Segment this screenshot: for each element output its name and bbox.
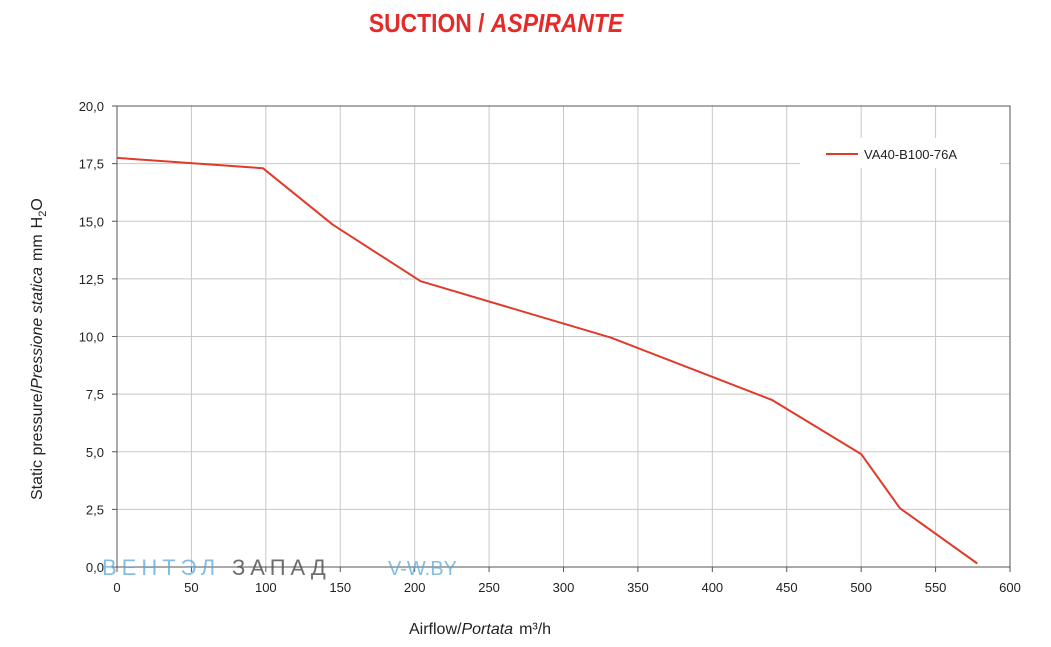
legend: VA40-B100-76A: [800, 138, 1000, 168]
x-tick-label: 50: [184, 580, 198, 595]
watermark-text-3: V-W.BY: [388, 558, 457, 580]
x-axis-label-prefix: Airflow: [409, 621, 457, 638]
y-tick-label: 5,0: [86, 445, 104, 460]
y-tick-label: 20,0: [79, 99, 104, 114]
x-tick-label: 200: [404, 580, 426, 595]
x-tick-label: 0: [113, 580, 120, 595]
y-tick-label: 17,5: [79, 157, 104, 172]
x-axis-label: Airflow/Portata m³/h: [409, 621, 551, 638]
y-tick-label: 0,0: [86, 560, 104, 575]
y-tick-label: 10,0: [79, 330, 104, 345]
watermark-text-2: ЗАПАД: [232, 555, 331, 580]
x-tick-label: 350: [627, 580, 649, 595]
y-axis-label-italic: Pressione statica: [29, 267, 46, 389]
y-tick-label: 15,0: [79, 214, 104, 229]
plot-frame: [116, 105, 1011, 568]
x-tick-label: 400: [701, 580, 723, 595]
y-tick-label: 7,5: [86, 387, 104, 402]
axes-layer: [112, 105, 1011, 572]
x-tick-labels: 0 50 100 150 200 250 300 350 400 450 500 550 600: [113, 580, 1020, 595]
watermark: ВЕНТЭЛ ЗАПАД V-W.BY: [102, 555, 457, 580]
x-tick-label: 550: [925, 580, 947, 595]
chart-title-italic: ASPIRANTE: [490, 8, 624, 38]
chart-title-main: SUCTION /: [368, 8, 485, 38]
x-tick-label: 500: [850, 580, 872, 595]
y-axis-label: Static pressure/Pressione staticammH2O: [29, 198, 49, 500]
x-tick-label: 150: [329, 580, 351, 595]
legend-label: VA40-B100-76A: [864, 147, 957, 162]
grid-layer: [117, 106, 1010, 567]
x-axis-label-italic: Portata: [461, 621, 513, 638]
y-tick-label: 2,5: [86, 502, 104, 517]
watermark-text-1: ВЕНТЭЛ: [102, 555, 220, 580]
series-layer: [116, 156, 978, 565]
y-tick-label: 12,5: [79, 272, 104, 287]
chart-title: SUCTION / ASPIRANTE: [60, 8, 933, 39]
series-line: [116, 156, 978, 565]
y-axis-label-unit3: O: [29, 198, 46, 210]
y-axis-label-unit2: H: [29, 217, 46, 229]
x-tick-label: 300: [553, 580, 575, 595]
x-tick-label: 600: [999, 580, 1021, 595]
y-axis-label-unit: mm: [29, 234, 46, 261]
x-tick-label: 100: [255, 580, 277, 595]
y-axis-label-prefix: Static pressure: [29, 393, 46, 500]
x-axis-label-unit: m³/h: [519, 621, 551, 638]
y-axis-label-subscript: 2: [37, 211, 49, 217]
x-tick-label: 450: [776, 580, 798, 595]
y-tick-labels: 0,0 2,5 5,0 7,5 10,0 12,5 15,0 17,5 20,0: [79, 99, 104, 575]
x-tick-label: 250: [478, 580, 500, 595]
